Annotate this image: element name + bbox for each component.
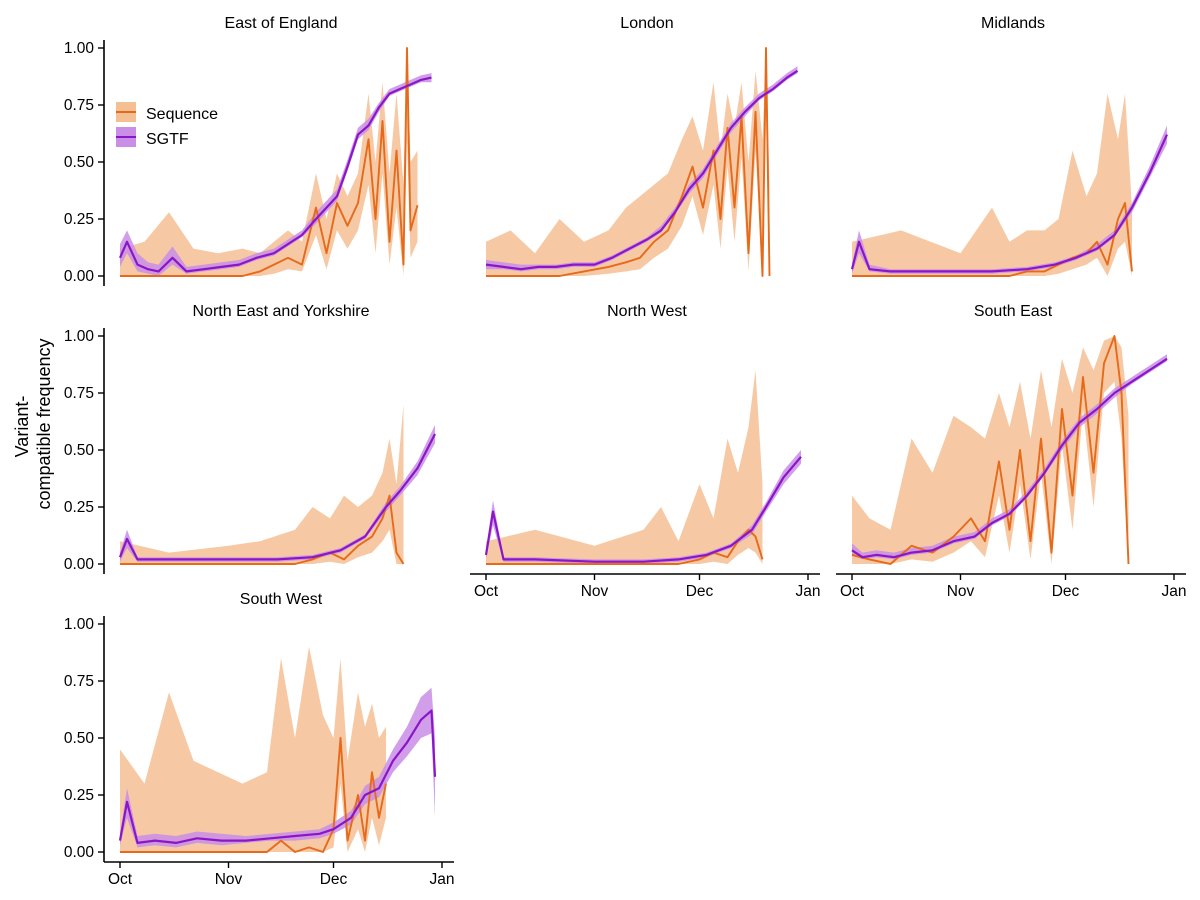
- y-tick-label: 0.75: [64, 97, 94, 114]
- y-tick-label: 1.00: [64, 328, 95, 345]
- legend-sgtf-label: SGTF: [146, 131, 189, 148]
- y-tick-label: 0.00: [64, 268, 95, 285]
- sequence-series-line: [120, 47, 419, 277]
- x-tick-label: Dec: [686, 583, 714, 600]
- x-tick-label: Oct: [840, 583, 865, 600]
- legend: Sequence SGTF: [116, 102, 218, 148]
- sequence-ci-band: [120, 646, 386, 852]
- x-tick-label: Dec: [320, 871, 348, 888]
- sequence-series-line: [486, 528, 764, 565]
- panel-title: South East: [974, 303, 1053, 320]
- panel-title: North East and Yorkshire: [193, 303, 370, 320]
- sgtf-series-line: [118, 433, 436, 561]
- y-tick-label: 0.00: [64, 844, 95, 861]
- y-tick-label: 0.75: [64, 385, 94, 402]
- panels: East of England 0.00 0.25 0.50 0.75 1.00 Londo…: [64, 15, 1187, 888]
- sequence-series-line: [851, 335, 1130, 565]
- y-tick-label: 0.50: [64, 442, 95, 459]
- y-tick-label: 1.00: [64, 40, 95, 57]
- y-tick-label: 0.00: [64, 556, 95, 573]
- sequence-series-line: [120, 494, 405, 565]
- sequence-ci-band: [486, 370, 763, 564]
- x-tick-label: Oct: [108, 871, 133, 888]
- sequence-ci-band: [120, 48, 418, 276]
- y-tick-label: 0.25: [64, 211, 94, 228]
- sgtf-series-line: [484, 456, 802, 563]
- y-tick-label: 0.75: [64, 673, 94, 690]
- sequence-ci-band: [486, 48, 770, 276]
- x-tick-label: Nov: [581, 583, 609, 600]
- sequence-ci-band: [852, 336, 1129, 564]
- y-tick-label: 0.25: [64, 499, 94, 516]
- x-tick-label: Nov: [947, 583, 975, 600]
- sgtf-series-line: [485, 69, 799, 271]
- panel-south-west: South West 0.00 0.25 0.50 0.75 1.00 Oct Nov Dec J…: [64, 591, 455, 888]
- panel-title: South West: [240, 591, 323, 608]
- y-axis-label-line-2: compatible frequency: [34, 338, 54, 509]
- y-tick-label: 1.00: [64, 616, 95, 633]
- panel-title: North West: [607, 303, 687, 320]
- panel-south-east: South East Oct Nov Dec Jan: [836, 303, 1187, 600]
- y-tick-label: 0.50: [64, 730, 95, 747]
- panel-east-of-england: East of England 0.00 0.25 0.50 0.75 1.00: [64, 15, 432, 286]
- sgtf-series-line: [851, 357, 1168, 559]
- sequence-ci-band: [120, 404, 404, 564]
- panel-title: East of England: [225, 15, 338, 32]
- sequence-ci-band: [852, 93, 1132, 276]
- x-tick-label: Nov: [215, 871, 243, 888]
- sgtf-series-line: [850, 134, 1169, 273]
- panel-title: London: [620, 15, 673, 32]
- x-tick-label: Dec: [1052, 583, 1080, 600]
- sgtf-series-line: [118, 709, 437, 845]
- panel-london: London: [485, 15, 799, 277]
- panel-north-east-and-yorkshire: North East and Yorkshire 0.00 0.25 0.50 0.75…: [64, 303, 436, 574]
- legend-sequence-label: Sequence: [146, 106, 218, 123]
- y-axis-label-line-1: Variant-: [12, 396, 32, 458]
- y-tick-label: 0.25: [64, 787, 94, 804]
- x-tick-label: Jan: [1162, 583, 1187, 600]
- x-tick-label: Jan: [430, 871, 455, 888]
- y-tick-label: 0.50: [64, 154, 95, 171]
- panel-north-west: North West Oct Nov Dec Jan: [470, 303, 821, 600]
- panel-midlands: Midlands: [850, 15, 1169, 277]
- y-axis-label: Variant- compatible frequency: [12, 338, 54, 509]
- x-tick-label: Oct: [474, 583, 499, 600]
- x-tick-label: Jan: [796, 583, 821, 600]
- sequence-series-line: [120, 737, 387, 853]
- panel-title: Midlands: [981, 15, 1045, 32]
- sequence-series-line: [486, 47, 771, 277]
- sgtf-series-line: [118, 76, 432, 273]
- sgtf-ci-band: [852, 354, 1167, 560]
